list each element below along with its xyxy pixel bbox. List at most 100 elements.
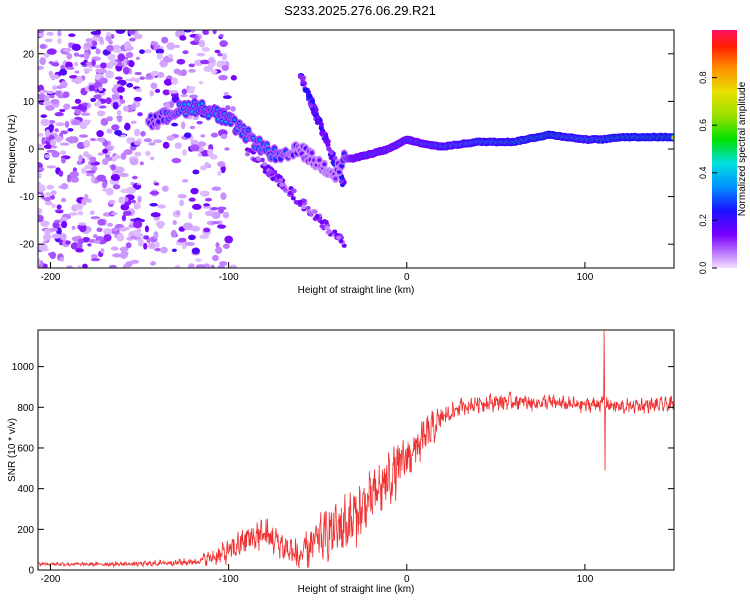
- heatmap-cell: [46, 149, 57, 153]
- heatmap-cell: [161, 36, 169, 44]
- heatmap-cell: [40, 220, 50, 227]
- heatmap-cell: [110, 164, 116, 171]
- heatmap-cell: [217, 265, 224, 268]
- heatmap-cell: [187, 234, 196, 241]
- heatmap-cell: [123, 149, 133, 156]
- heatmap-cell: [183, 132, 192, 139]
- heatmap-cell: [212, 30, 217, 35]
- heatmap-cell: [95, 236, 104, 242]
- heatmap-cell: [155, 48, 165, 55]
- heatmap-cell: [314, 118, 320, 124]
- heatmap-cell: [210, 264, 215, 268]
- heatmap-cell: [65, 61, 73, 69]
- heatmap-cell: [120, 152, 127, 160]
- heatmap-cell: [106, 128, 113, 134]
- heatmap-cell: [75, 248, 84, 253]
- heatmap-cell: [312, 209, 318, 214]
- heatmap-cell: [150, 82, 158, 90]
- snr-x-label: Height of straight line (km): [298, 584, 415, 595]
- heatmap-cell: [71, 119, 81, 126]
- heatmap-cell: [229, 264, 238, 268]
- heatmap-cell: [95, 68, 102, 73]
- heatmap-cell: [38, 258, 41, 265]
- heatmap-cell: [85, 173, 95, 177]
- heatmap-cell: [38, 143, 43, 149]
- heatmap-cell: [126, 82, 134, 88]
- heatmap-cell: [46, 165, 57, 169]
- heatmap-cell: [84, 193, 89, 201]
- heatmap-cell: [106, 116, 113, 122]
- heatmap-cell: [221, 166, 226, 174]
- heatmap-cell: [43, 144, 53, 150]
- heatmap-cell: [70, 176, 79, 183]
- heatmap-cell: [43, 233, 52, 241]
- heatmap-cell: [133, 202, 141, 210]
- heatmap-cell: [66, 66, 75, 70]
- heatmap-cell: [51, 203, 56, 209]
- heatmap-cell: [78, 225, 87, 232]
- colorbar-tick-label: 0.6: [698, 119, 708, 132]
- heatmap-cell: [150, 156, 155, 161]
- heatmap-cell: [57, 38, 62, 45]
- heatmap-cell: [78, 222, 87, 226]
- x-tick-label: 100: [577, 574, 594, 585]
- heatmap-cell: [113, 44, 121, 50]
- heatmap-cell: [338, 238, 344, 244]
- heatmap-cell: [199, 190, 208, 196]
- heatmap-cell: [183, 30, 192, 33]
- heatmap-cell: [119, 172, 129, 178]
- y-tick-label: -20: [20, 240, 35, 251]
- heatmap-cell: [176, 210, 181, 215]
- heatmap-cell: [68, 33, 76, 37]
- heatmap-cell: [89, 156, 97, 163]
- heatmap-cell: [143, 49, 152, 54]
- heatmap-cell: [190, 225, 201, 232]
- heatmap-cell: [140, 130, 146, 137]
- heatmap-cell: [101, 158, 109, 166]
- heatmap-cell: [44, 38, 53, 43]
- heatmap-cell: [201, 46, 210, 52]
- heatmap-cell: [114, 129, 123, 136]
- heatmap-cell: [88, 84, 96, 92]
- heatmap-cell: [56, 204, 62, 210]
- heatmap-cell: [50, 190, 57, 196]
- heatmap-cell: [148, 142, 156, 146]
- heatmap-cell: [46, 184, 55, 190]
- heatmap-cell: [80, 112, 91, 116]
- heatmap-cell: [44, 154, 51, 159]
- heatmap-cell: [143, 242, 148, 250]
- heatmap-cell: [38, 93, 46, 101]
- heatmap-cell: [110, 246, 119, 251]
- heatmap-cell: [173, 68, 181, 75]
- spectrogram-x-axis: -200 -100 0 100: [40, 262, 594, 283]
- heatmap-cell: [125, 242, 132, 249]
- heatmap-cell: [188, 63, 195, 68]
- heatmap-cell: [39, 30, 45, 33]
- heatmap-cell: [90, 30, 101, 35]
- heatmap-cell: [97, 218, 106, 226]
- heatmap-cell: [106, 44, 115, 52]
- heatmap-cell: [318, 121, 324, 127]
- heatmap-cell: [134, 77, 140, 83]
- heatmap-cell: [221, 64, 229, 71]
- heatmap-cell: [211, 69, 218, 74]
- heatmap-cell: [181, 88, 188, 95]
- heatmap-cell: [166, 135, 175, 141]
- heatmap-cell: [96, 227, 103, 233]
- heatmap-cell: [48, 227, 59, 232]
- heatmap-cell: [74, 70, 80, 74]
- heatmap-cell: [174, 142, 182, 149]
- heatmap-cell: [257, 138, 262, 142]
- heatmap-cell: [53, 219, 61, 224]
- heatmap-cell: [86, 198, 92, 203]
- heatmap-cell: [128, 30, 136, 35]
- heatmap-cell: [83, 68, 93, 72]
- heatmap-cell: [297, 74, 303, 80]
- heatmap-cell: [322, 162, 327, 166]
- heatmap-cell: [321, 130, 327, 136]
- heatmap-cell: [76, 243, 83, 249]
- heatmap-cell: [81, 167, 87, 174]
- heatmap-cell: [120, 226, 131, 231]
- heatmap-cell: [143, 138, 153, 143]
